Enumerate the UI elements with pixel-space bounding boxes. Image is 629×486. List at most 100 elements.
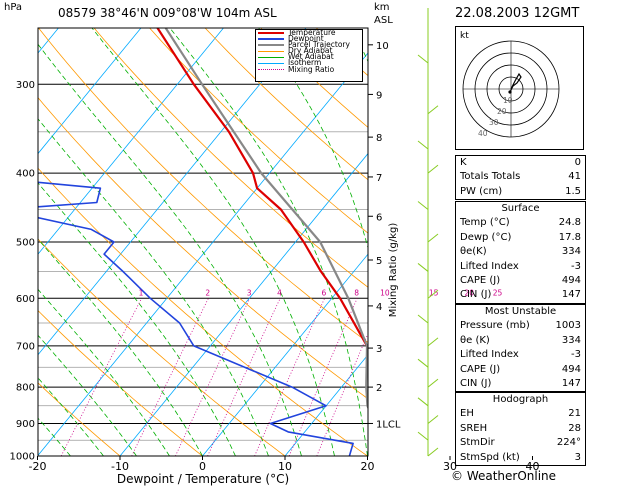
pressure-tick-label: 1000 xyxy=(10,452,35,463)
legend-mixing-ratio: Mixing Ratio xyxy=(256,65,362,73)
pressure-tick-label: 500 xyxy=(16,238,35,249)
asl-unit-label: ASL xyxy=(374,15,393,26)
wind-barb xyxy=(417,140,429,150)
isotherm-line xyxy=(38,28,142,155)
wind-barb xyxy=(427,289,439,299)
legend-dewpoint: Dewpoint xyxy=(256,35,362,42)
dry-adiabat xyxy=(38,28,368,343)
x-tick-label: -20 xyxy=(29,460,47,473)
mixing-ratio-label: 15 xyxy=(429,288,439,297)
wind-barb xyxy=(427,415,439,424)
most-unstable-table: Most Unstable Pressure (mb) 1003 θe (K) 33… xyxy=(455,304,586,393)
pressure-tick-label: 400 xyxy=(16,169,35,180)
pressure-tick-label: 700 xyxy=(16,341,35,352)
dry-adiabat xyxy=(204,28,368,181)
km-unit-label: km xyxy=(374,2,390,13)
wet-adiabat xyxy=(38,182,236,456)
pressure-tick-label: 300 xyxy=(16,80,35,91)
x-tick-label: 30 xyxy=(443,460,457,473)
mixing-ratio-label: 10 xyxy=(380,288,390,297)
mixing-ratio-label: 25 xyxy=(493,288,503,297)
dry-adiabat xyxy=(38,238,286,456)
mixing-ratio-label: 20 xyxy=(464,288,474,297)
dry-adiabat xyxy=(38,167,368,456)
wet-adiabat xyxy=(169,28,368,456)
km-tick-label: 10 xyxy=(376,41,389,52)
series-dewpoint xyxy=(38,181,354,456)
hodograph-trace xyxy=(509,72,522,93)
wind-barb xyxy=(417,431,429,441)
x-tick-label: 10 xyxy=(278,460,292,473)
wind-barb xyxy=(417,263,429,272)
wet-adiabat xyxy=(38,334,137,456)
km-tick-label: 8 xyxy=(376,133,382,144)
mixing-ratio-label: 8 xyxy=(354,288,359,297)
index-row: PW (cm) 1.5 xyxy=(460,185,581,197)
x-tick-label: -10 xyxy=(111,460,129,473)
wind-barb xyxy=(417,314,429,324)
mixing-ratio-label: 1 xyxy=(139,288,144,297)
hodograph-table: Hodograph EH 21 SREH 28 StmDir 224° StmSpd … xyxy=(455,392,586,466)
hodograph-kt-label: kt xyxy=(460,31,469,41)
hodo-ring-30: 30 xyxy=(489,118,499,127)
dry-adiabat xyxy=(38,382,121,456)
legend-isotherm: Isotherm xyxy=(256,59,362,67)
mixing-ratio-line xyxy=(131,298,209,456)
mixing-ratio-label: 4 xyxy=(277,288,282,297)
wind-barb xyxy=(417,397,429,407)
mixing-ratio-label: 6 xyxy=(322,288,327,297)
isotherm-line xyxy=(284,354,368,456)
mixing-ratio-line xyxy=(288,298,358,456)
mixing-ratio-line xyxy=(175,298,251,456)
mixing-ratio-axis-title: Mixing Ratio (g/kg) xyxy=(388,223,399,318)
series-parcel-trajectory xyxy=(164,28,368,410)
x-tick-label: 0 xyxy=(199,460,206,473)
km-tick-label: 7 xyxy=(376,173,382,184)
wind-barb xyxy=(427,164,439,174)
km-tick-label: 3 xyxy=(376,344,382,355)
wind-barb xyxy=(427,447,439,457)
isotherm-line xyxy=(615,28,629,456)
mixing-ratio-line xyxy=(369,298,432,456)
isotherm-line xyxy=(38,52,368,456)
mixing-ratio-line xyxy=(207,298,281,456)
isotherm-line xyxy=(119,152,368,456)
datetime-label: 22.08.2003 12GMT xyxy=(455,6,580,21)
pressure-tick-label: 600 xyxy=(16,294,35,305)
km-tick-label: 6 xyxy=(376,212,382,223)
hodo-ring-40: 40 xyxy=(478,129,488,138)
wind-barb xyxy=(417,358,429,368)
wet-adiabat xyxy=(91,28,335,456)
legend-dry-adiabat: Dry Adiabat xyxy=(256,47,362,55)
km-tick-label: 2 xyxy=(376,383,382,394)
dry-adiabat xyxy=(93,28,368,288)
hodo-ring-10: 10 xyxy=(503,96,513,105)
hodograph: kt 10 20 30 40 xyxy=(455,26,584,150)
wet-adiabat xyxy=(38,118,269,456)
pressure-tick-label: 900 xyxy=(16,419,35,430)
hodograph-title: Hodograph xyxy=(492,394,549,405)
wind-barb xyxy=(427,105,439,115)
hodo-ring-20: 20 xyxy=(497,107,507,116)
km-tick-label: 1LCL xyxy=(376,419,401,430)
wind-barb xyxy=(417,54,429,64)
mixing-ratio-label: 3 xyxy=(247,288,252,297)
surface-table: Surface Temp (°C) 24.8 Dewp (°C) 17.8 θe(K… xyxy=(455,201,586,304)
x-tick-label: 20 xyxy=(361,460,375,473)
dry-adiabat xyxy=(149,28,368,234)
surface-title: Surface xyxy=(501,203,540,214)
isotherm-line xyxy=(38,28,307,356)
most-unstable-title: Most Unstable xyxy=(484,306,557,317)
series-temperature xyxy=(156,28,368,350)
mixing-ratio-label: 2 xyxy=(205,288,210,297)
wet-adiabat xyxy=(38,43,302,456)
isotherm-line xyxy=(38,28,224,255)
wind-barb xyxy=(427,378,439,388)
x-tick-label: 40 xyxy=(526,460,540,473)
dry-adiabat xyxy=(594,28,629,456)
hpa-unit-label: hPa xyxy=(4,2,23,13)
pressure-tick-label: 800 xyxy=(16,383,35,394)
legend-parcel: Parcel Trajectory xyxy=(256,41,362,48)
